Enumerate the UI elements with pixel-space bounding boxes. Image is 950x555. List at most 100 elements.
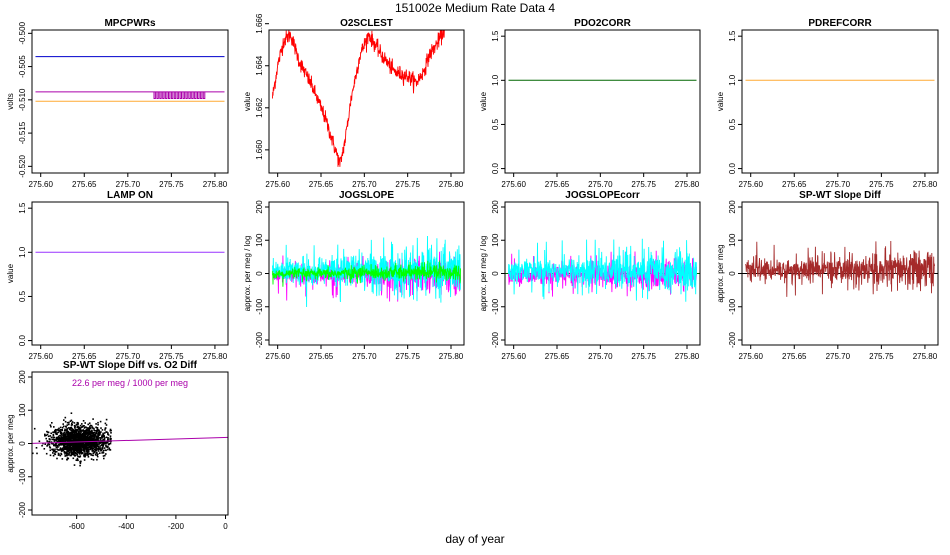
scatter-point: [61, 443, 63, 446]
scatter-point: [52, 452, 54, 454]
scatter-point: [68, 421, 70, 424]
scatter-point: [81, 440, 84, 442]
scatter-point: [67, 454, 69, 456]
scatter-point: [90, 458, 93, 460]
scatter-point: [94, 448, 97, 450]
scatter-point: [62, 449, 65, 452]
scatter-point: [68, 423, 70, 426]
scatter-point: [51, 438, 53, 441]
scatter-point: [79, 439, 81, 441]
scatter-point: [85, 449, 88, 451]
scatter-point: [47, 442, 50, 445]
y-tick-label: 0: [491, 271, 500, 276]
scatter-point: [88, 422, 91, 424]
x-tick-label: 275.65: [309, 352, 334, 361]
scatter-point: [71, 431, 73, 433]
x-tick-label: 275.80: [913, 352, 938, 361]
x-tick-label: 275.60: [28, 352, 53, 361]
scatter-point: [89, 440, 91, 442]
scatter-point: [88, 437, 90, 439]
scatter-point: [85, 454, 87, 457]
scatter-point: [98, 433, 101, 436]
scatter-point: [59, 430, 61, 432]
y-tick-label: -100: [18, 468, 27, 485]
scatter-point: [62, 446, 65, 449]
scatter-point: [97, 450, 100, 452]
y-tick-label: 1.666: [255, 13, 264, 34]
scatter-point: [95, 432, 98, 434]
scatter-point: [85, 430, 87, 432]
scatter-point: [91, 445, 94, 447]
scatter-point: [77, 446, 80, 448]
scatter-point: [91, 429, 93, 432]
scatter-point: [73, 424, 76, 427]
scatter-point: [102, 455, 105, 457]
scatter-point: [99, 448, 101, 450]
scatter-point: [65, 446, 67, 448]
scatter-point: [63, 419, 65, 421]
series-line-0: [272, 251, 461, 302]
x-tick-label: 275.70: [588, 180, 613, 189]
scatter-point: [76, 445, 79, 448]
scatter-point: [74, 448, 76, 451]
scatter-point: [97, 448, 100, 450]
scatter-point: [105, 453, 107, 455]
scatter-point: [90, 433, 92, 435]
scatter-point: [92, 442, 94, 444]
scatter-point: [44, 435, 46, 437]
scatter-point: [57, 454, 60, 456]
scatter-point: [72, 457, 75, 460]
y-tick-label: 1.662: [255, 97, 264, 118]
scatter-point: [47, 435, 50, 438]
scatter-point: [95, 447, 98, 450]
scatter-point: [83, 436, 86, 438]
x-tick-label: 275.65: [72, 180, 97, 189]
y-tick-label: 1.660: [255, 139, 264, 160]
scatter-point: [90, 436, 93, 439]
x-tick-label: 275.80: [439, 180, 464, 189]
scatter-point: [44, 433, 46, 436]
scatter-point: [41, 444, 43, 447]
scatter-point: [35, 447, 38, 449]
scatter-point: [73, 422, 76, 424]
scatter-point: [95, 441, 98, 444]
figure-title: 151002e Medium Rate Data 4: [395, 1, 555, 15]
scatter-point: [87, 453, 90, 455]
scatter-point: [52, 438, 55, 440]
scatter-point: [86, 450, 88, 453]
scatter-point: [67, 446, 70, 449]
scatter-point: [87, 446, 89, 449]
y-tick-label: 1.0: [491, 74, 500, 86]
scatter-point: [61, 442, 63, 444]
scatter-point: [50, 442, 53, 445]
scatter-point: [52, 448, 54, 451]
y-tick-label: 1.0: [18, 246, 27, 258]
scatter-point: [93, 441, 95, 443]
scatter-point: [64, 438, 67, 440]
scatter-point: [80, 452, 83, 455]
scatter-point: [101, 447, 104, 449]
scatter-point: [68, 432, 70, 435]
scatter-point: [72, 431, 75, 434]
scatter-point: [96, 439, 99, 442]
scatter-point: [83, 448, 85, 451]
scatter-point: [94, 444, 96, 447]
scatter-point: [83, 432, 85, 434]
scatter-point: [74, 439, 76, 441]
scatter-point: [96, 427, 99, 429]
x-tick-label: 275.65: [545, 180, 570, 189]
scatter-point: [76, 442, 79, 444]
scatter-point: [49, 447, 52, 449]
scatter-point: [92, 452, 94, 454]
x-tick-label: 275.80: [675, 180, 700, 189]
scatter-point: [78, 428, 81, 430]
scatter-point: [53, 444, 55, 447]
scatter-point: [55, 436, 58, 439]
y-tick-label: 200: [18, 370, 27, 384]
scatter-point: [109, 435, 112, 437]
scatter-point: [49, 449, 52, 452]
scatter-point: [49, 424, 52, 426]
scatter-point: [53, 440, 55, 442]
y-axis-label: volts: [6, 93, 15, 109]
scatter-point: [92, 418, 94, 420]
